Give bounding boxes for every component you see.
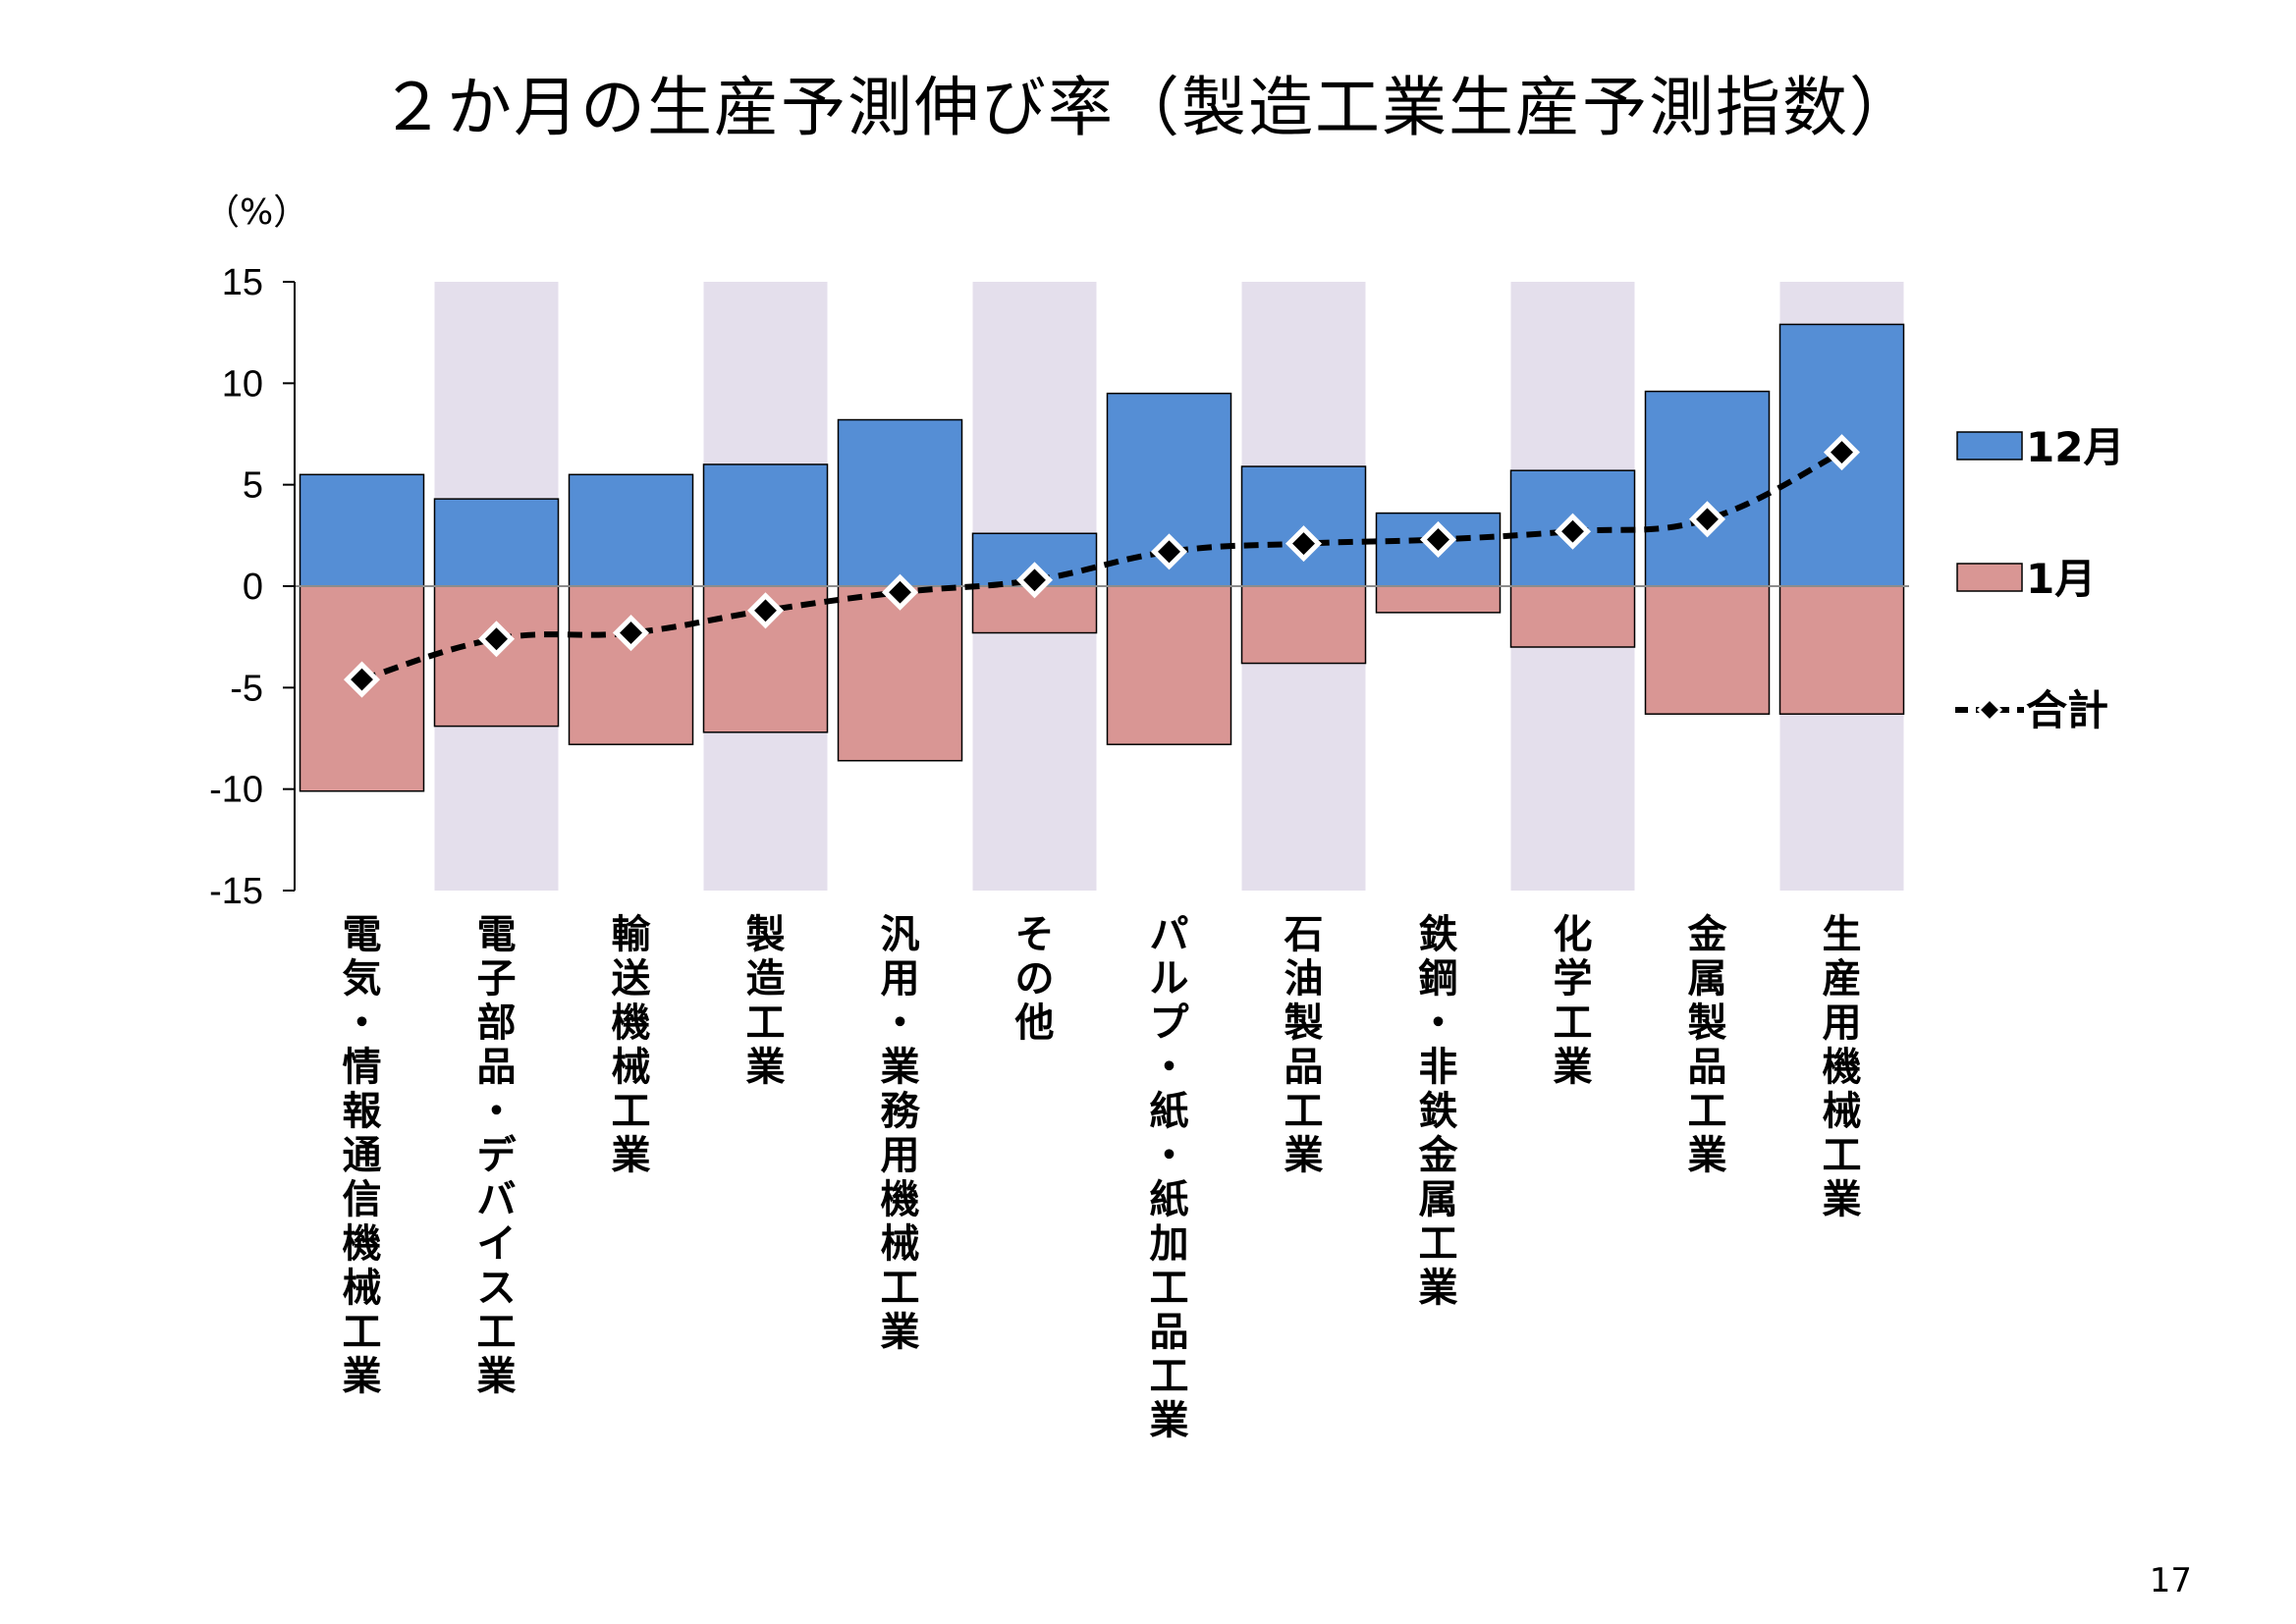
legend-swatch-12月 bbox=[1956, 431, 2023, 460]
category-label: 石油製品工業 bbox=[1285, 912, 1324, 1178]
y-tick-label: 0 bbox=[243, 567, 263, 608]
category-label: 化学工業 bbox=[1554, 912, 1593, 1090]
category-label: 金属製品工業 bbox=[1687, 912, 1728, 1178]
y-tick-label: 10 bbox=[222, 363, 263, 405]
total-marker bbox=[477, 621, 516, 658]
bar-12月 bbox=[568, 473, 694, 587]
legend-marker-合計 bbox=[1976, 696, 2003, 724]
bar-1月 bbox=[1778, 585, 1905, 715]
slide-title: ２か月の生産予測伸び率（製造工業生産予測指数） bbox=[380, 70, 1916, 145]
category-label: 製造工業 bbox=[746, 912, 786, 1090]
y-tick-label: -10 bbox=[209, 770, 263, 811]
total-marker bbox=[1150, 533, 1188, 570]
bar-1月 bbox=[1240, 585, 1367, 665]
total-marker bbox=[1285, 525, 1323, 563]
bar-12月 bbox=[299, 473, 425, 587]
bar-12月 bbox=[433, 498, 560, 587]
category-label: 生産用機械工業 bbox=[1823, 912, 1862, 1222]
bar-1月 bbox=[568, 585, 694, 745]
y-tick-label: -15 bbox=[209, 871, 263, 912]
total-marker bbox=[746, 592, 785, 629]
category-label: 鉄鋼・非鉄金属工業 bbox=[1418, 912, 1459, 1311]
category-label: 電子部品・デバイス工業 bbox=[477, 912, 517, 1399]
y-axis-unit-label: （%） bbox=[204, 192, 308, 233]
category-label: その他 bbox=[1014, 912, 1055, 1046]
bar-1月 bbox=[1644, 585, 1771, 715]
legend-label-12月: 12月 bbox=[2026, 423, 2124, 471]
total-markers bbox=[343, 434, 1861, 698]
bar-12月 bbox=[837, 418, 963, 587]
legend-label-合計: 合計 bbox=[2026, 686, 2108, 734]
total-marker bbox=[1823, 434, 1861, 471]
total-marker bbox=[881, 573, 919, 611]
total-marker bbox=[1015, 562, 1054, 599]
total-marker bbox=[1688, 501, 1726, 538]
total-marker bbox=[1554, 513, 1592, 550]
page-number: 17 bbox=[2149, 1561, 2192, 1600]
category-label: 電気・情報通信機械工業 bbox=[343, 912, 382, 1399]
legend-label-1月: 1月 bbox=[2026, 555, 2096, 603]
y-tick-label: -5 bbox=[230, 668, 263, 709]
bar-1月 bbox=[1509, 585, 1636, 648]
category-label: パルプ・紙・紙加工品工業 bbox=[1150, 912, 1189, 1443]
y-tick-label: 5 bbox=[243, 465, 263, 507]
total-marker bbox=[343, 661, 381, 698]
bar-1月 bbox=[1375, 585, 1502, 614]
bar-12月 bbox=[702, 463, 829, 587]
category-label: 輸送機械工業 bbox=[612, 912, 652, 1178]
bar-12月 bbox=[1106, 392, 1232, 587]
bar-1月 bbox=[837, 585, 963, 762]
category-labels: 電気・情報通信機械工業 電子部品・デバイス工業 輸送機械工業 製造工業 汎用・業務用機械… bbox=[343, 912, 1862, 1443]
category-label: 汎用・業務用機械工業 bbox=[881, 912, 921, 1355]
bar-1月 bbox=[1106, 585, 1232, 745]
total-marker bbox=[612, 614, 650, 652]
y-tick-label: 15 bbox=[222, 262, 263, 303]
y-ticks: 15 10 5 0 -5 -10 -15 bbox=[209, 262, 295, 912]
total-marker bbox=[1419, 520, 1457, 559]
bar-12月 bbox=[1644, 390, 1771, 587]
legend-swatch-1月 bbox=[1956, 563, 2023, 592]
